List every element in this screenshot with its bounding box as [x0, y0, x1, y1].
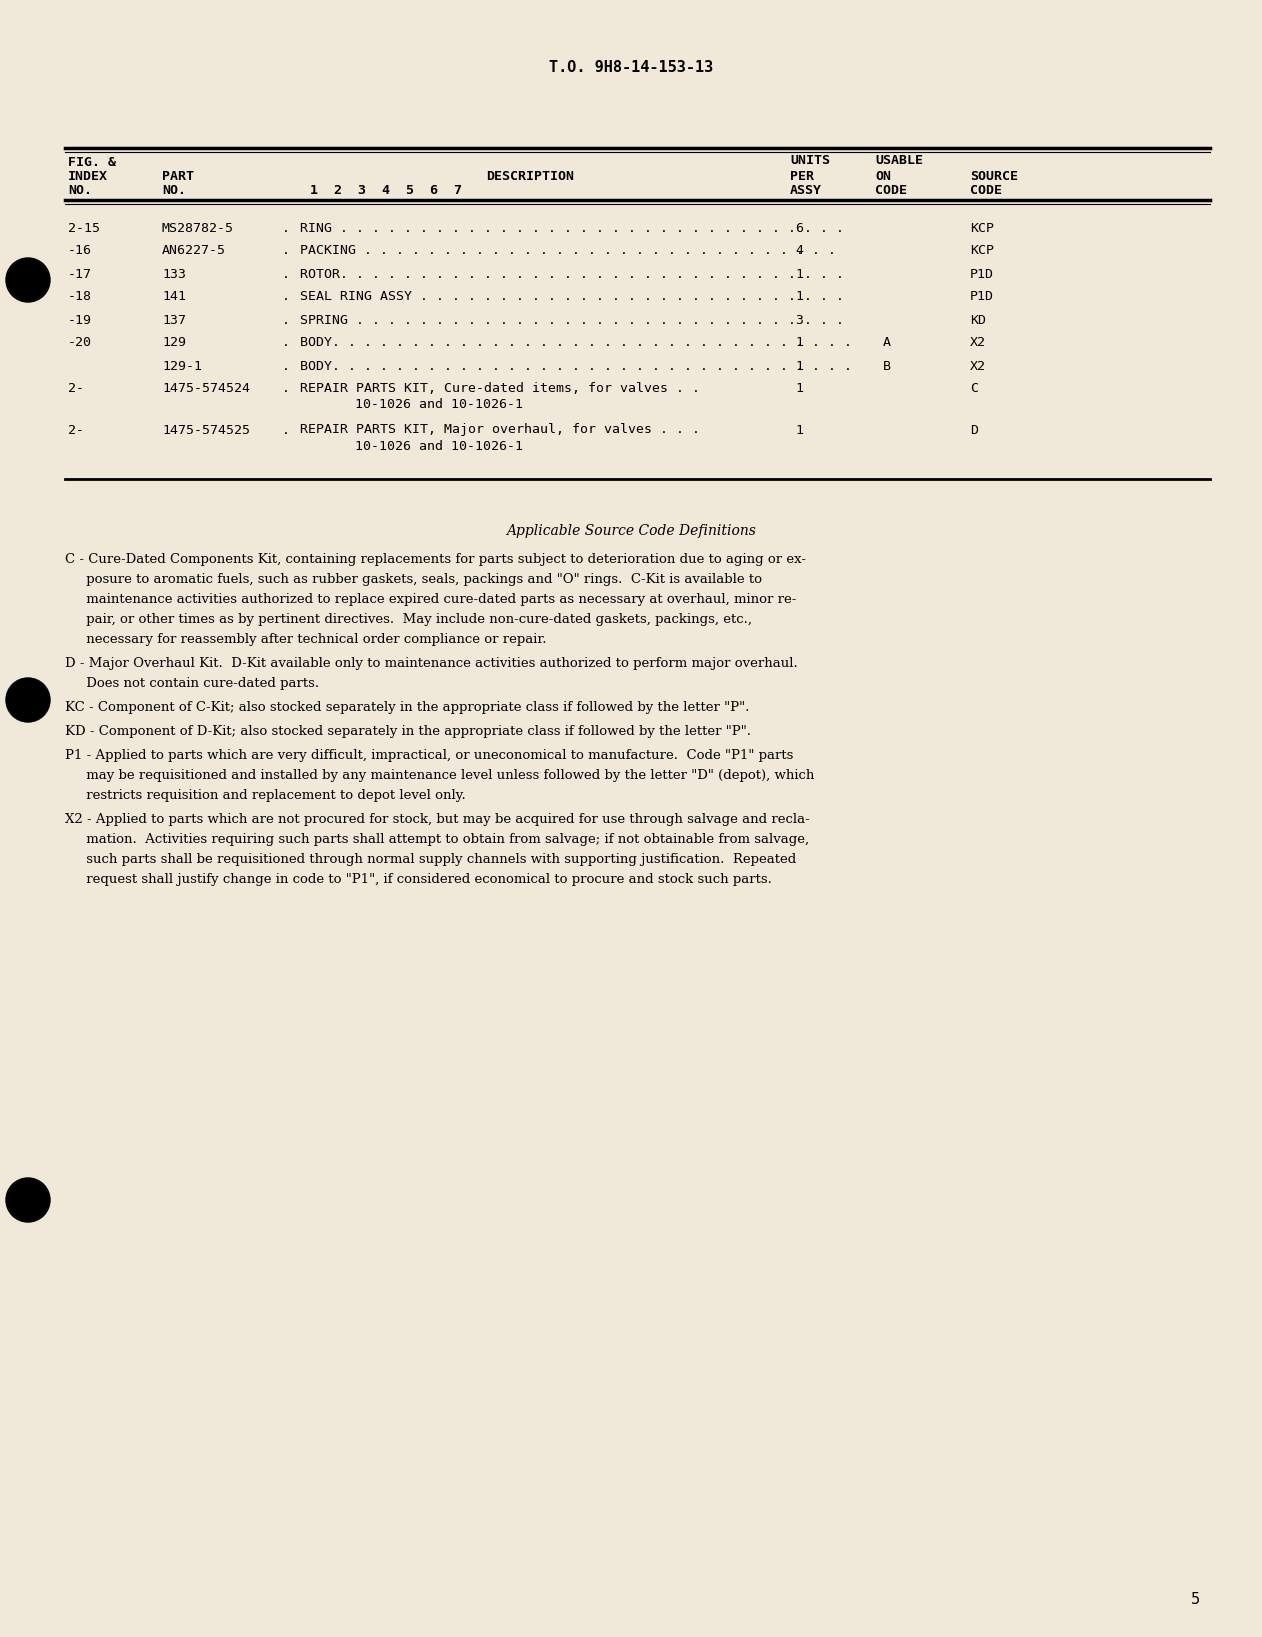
- Text: 2-: 2-: [68, 424, 85, 437]
- Text: .: .: [281, 290, 290, 303]
- Text: necessary for reassembly after technical order compliance or repair.: necessary for reassembly after technical…: [66, 634, 546, 647]
- Text: Applicable Source Code Definitions: Applicable Source Code Definitions: [506, 524, 756, 539]
- Text: P1 - Applied to parts which are very difficult, impractical, or uneconomical to : P1 - Applied to parts which are very dif…: [66, 750, 794, 761]
- Text: SOURCE: SOURCE: [970, 170, 1018, 182]
- Text: 1475-574524: 1475-574524: [162, 383, 250, 396]
- Text: .: .: [281, 244, 290, 257]
- Text: BODY. . . . . . . . . . . . . . . . . . . . . . . . . . . . . . . . .: BODY. . . . . . . . . . . . . . . . . . …: [300, 337, 852, 350]
- Text: SEAL RING ASSY . . . . . . . . . . . . . . . . . . . . . . . . . . .: SEAL RING ASSY . . . . . . . . . . . . .…: [300, 290, 844, 303]
- Text: KD: KD: [970, 314, 986, 326]
- Text: .: .: [281, 221, 290, 234]
- Text: X2: X2: [970, 337, 986, 350]
- Text: 1: 1: [795, 337, 803, 350]
- Text: 137: 137: [162, 314, 186, 326]
- Text: .: .: [281, 314, 290, 326]
- Text: AN6227-5: AN6227-5: [162, 244, 226, 257]
- Text: 5: 5: [1191, 1593, 1200, 1608]
- Text: 3: 3: [795, 314, 803, 326]
- Text: 141: 141: [162, 290, 186, 303]
- Text: -19: -19: [68, 314, 92, 326]
- Text: A: A: [883, 337, 891, 350]
- Text: 1: 1: [795, 267, 803, 280]
- Text: KCP: KCP: [970, 244, 994, 257]
- Text: T.O. 9H8-14-153-13: T.O. 9H8-14-153-13: [549, 61, 713, 75]
- Text: .: .: [281, 360, 290, 373]
- Text: P1D: P1D: [970, 267, 994, 280]
- Circle shape: [6, 259, 50, 301]
- Text: pair, or other times as by pertinent directives.  May include non-cure-dated gas: pair, or other times as by pertinent dir…: [66, 612, 752, 625]
- Text: KD - Component of D-Kit; also stocked separately in the appropriate class if fol: KD - Component of D-Kit; also stocked se…: [66, 725, 751, 738]
- Text: -16: -16: [68, 244, 92, 257]
- Text: 1: 1: [795, 360, 803, 373]
- Text: NO.: NO.: [68, 183, 92, 196]
- Text: X2 - Applied to parts which are not procured for stock, but may be acquired for : X2 - Applied to parts which are not proc…: [66, 814, 810, 827]
- Text: -17: -17: [68, 267, 92, 280]
- Text: CODE: CODE: [875, 183, 907, 196]
- Text: DESCRIPTION: DESCRIPTION: [486, 170, 574, 182]
- Text: PER: PER: [790, 170, 814, 182]
- Text: ROTOR. . . . . . . . . . . . . . . . . . . . . . . . . . . . . . . .: ROTOR. . . . . . . . . . . . . . . . . .…: [300, 267, 844, 280]
- Text: -20: -20: [68, 337, 92, 350]
- Text: 2-: 2-: [68, 383, 85, 396]
- Text: UNITS: UNITS: [790, 154, 830, 167]
- Text: 1: 1: [795, 290, 803, 303]
- Text: MS28782-5: MS28782-5: [162, 221, 233, 234]
- Text: P1D: P1D: [970, 290, 994, 303]
- Text: restricts requisition and replacement to depot level only.: restricts requisition and replacement to…: [66, 789, 466, 802]
- Text: C - Cure-Dated Components Kit, containing replacements for parts subject to dete: C - Cure-Dated Components Kit, containin…: [66, 553, 806, 566]
- Text: 129-1: 129-1: [162, 360, 202, 373]
- Text: FIG. &: FIG. &: [68, 157, 116, 170]
- Text: RING . . . . . . . . . . . . . . . . . . . . . . . . . . . . . . . .: RING . . . . . . . . . . . . . . . . . .…: [300, 221, 844, 234]
- Text: BODY. . . . . . . . . . . . . . . . . . . . . . . . . . . . . . . . .: BODY. . . . . . . . . . . . . . . . . . …: [300, 360, 852, 373]
- Text: 1  2  3  4  5  6  7: 1 2 3 4 5 6 7: [310, 183, 462, 196]
- Text: Does not contain cure-dated parts.: Does not contain cure-dated parts.: [66, 678, 319, 691]
- Text: REPAIR PARTS KIT, Cure-dated items, for valves . .: REPAIR PARTS KIT, Cure-dated items, for …: [300, 383, 700, 396]
- Text: CODE: CODE: [970, 183, 1002, 196]
- Text: ASSY: ASSY: [790, 183, 822, 196]
- Text: B: B: [883, 360, 891, 373]
- Text: KC - Component of C-Kit; also stocked separately in the appropriate class if fol: KC - Component of C-Kit; also stocked se…: [66, 701, 750, 714]
- Text: KCP: KCP: [970, 221, 994, 234]
- Text: 10-1026 and 10-1026-1: 10-1026 and 10-1026-1: [355, 439, 522, 452]
- Text: posure to aromatic fuels, such as rubber gaskets, seals, packings and "O" rings.: posure to aromatic fuels, such as rubber…: [66, 573, 762, 586]
- Text: 133: 133: [162, 267, 186, 280]
- Text: 6: 6: [795, 221, 803, 234]
- Text: such parts shall be requisitioned through normal supply channels with supporting: such parts shall be requisitioned throug…: [66, 853, 796, 866]
- Text: 1: 1: [795, 383, 803, 396]
- Text: maintenance activities authorized to replace expired cure-dated parts as necessa: maintenance activities authorized to rep…: [66, 593, 796, 606]
- Text: INDEX: INDEX: [68, 170, 109, 182]
- Text: 4: 4: [795, 244, 803, 257]
- Text: USABLE: USABLE: [875, 154, 923, 167]
- Text: 1: 1: [795, 424, 803, 437]
- Text: SPRING . . . . . . . . . . . . . . . . . . . . . . . . . . . . . . .: SPRING . . . . . . . . . . . . . . . . .…: [300, 314, 844, 326]
- Text: .: .: [281, 424, 290, 437]
- Text: 2-15: 2-15: [68, 221, 100, 234]
- Text: 10-1026 and 10-1026-1: 10-1026 and 10-1026-1: [355, 398, 522, 411]
- Text: request shall justify change in code to "P1", if considered economical to procur: request shall justify change in code to …: [66, 873, 772, 886]
- Text: X2: X2: [970, 360, 986, 373]
- Text: -18: -18: [68, 290, 92, 303]
- Text: D - Major Overhaul Kit.  D-Kit available only to maintenance activities authoriz: D - Major Overhaul Kit. D-Kit available …: [66, 656, 798, 670]
- Text: may be requisitioned and installed by any maintenance level unless followed by t: may be requisitioned and installed by an…: [66, 769, 814, 782]
- Text: NO.: NO.: [162, 183, 186, 196]
- Text: REPAIR PARTS KIT, Major overhaul, for valves . . .: REPAIR PARTS KIT, Major overhaul, for va…: [300, 424, 700, 437]
- Circle shape: [6, 678, 50, 722]
- Text: PACKING . . . . . . . . . . . . . . . . . . . . . . . . . . . . . .: PACKING . . . . . . . . . . . . . . . . …: [300, 244, 835, 257]
- Text: .: .: [281, 267, 290, 280]
- Text: .: .: [281, 383, 290, 396]
- Text: ON: ON: [875, 170, 891, 182]
- Text: .: .: [281, 337, 290, 350]
- Text: D: D: [970, 424, 978, 437]
- Text: 1475-574525: 1475-574525: [162, 424, 250, 437]
- Text: PART: PART: [162, 170, 194, 182]
- Circle shape: [6, 1179, 50, 1221]
- Text: mation.  Activities requiring such parts shall attempt to obtain from salvage; i: mation. Activities requiring such parts …: [66, 833, 809, 846]
- Text: C: C: [970, 383, 978, 396]
- Text: 129: 129: [162, 337, 186, 350]
